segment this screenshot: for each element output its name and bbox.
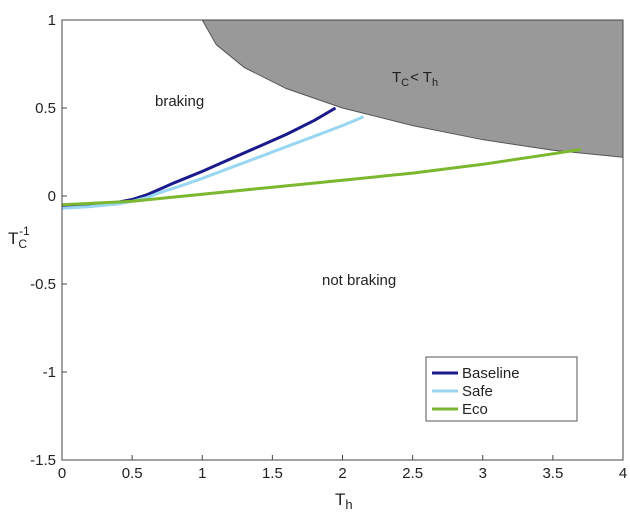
y-tick-label: -1 bbox=[43, 364, 56, 381]
series-line-eco bbox=[62, 147, 582, 207]
x-tick-label: 3.5 bbox=[542, 465, 563, 482]
legend-label-safe: Safe bbox=[462, 383, 493, 400]
y-tick-label: 1 bbox=[48, 12, 56, 29]
legend: Baseline Safe Eco bbox=[425, 356, 578, 422]
x-tick-label: 0 bbox=[58, 465, 66, 482]
x-tick-label: 2 bbox=[338, 465, 346, 482]
ticks-group: 0 0.5 1 1.5 2 2.5 3 3.5 4 -1.5 -1 -0.5 0 0.5 1 bbox=[30, 12, 627, 482]
series-group bbox=[62, 106, 582, 210]
legend-label-baseline: Baseline bbox=[462, 365, 520, 382]
x-tick-label: 0.5 bbox=[122, 465, 143, 482]
y-tick-label: -1.5 bbox=[30, 452, 56, 469]
x-tick-label: 1.5 bbox=[262, 465, 283, 482]
series-line-safe bbox=[62, 115, 365, 210]
x-tick-label: 3 bbox=[479, 465, 487, 482]
y-tick-label: -0.5 bbox=[30, 276, 56, 293]
x-tick-label: 1 bbox=[198, 465, 206, 482]
y-tick-label: 0.5 bbox=[35, 100, 56, 117]
legend-label-eco: Eco bbox=[462, 401, 488, 418]
annotation-braking: braking bbox=[155, 93, 204, 110]
y-tick-label: 0 bbox=[48, 188, 56, 205]
region-group bbox=[201, 20, 623, 158]
y-axis-label: TC-1 bbox=[8, 224, 30, 251]
annotation-not-braking: not braking bbox=[322, 272, 396, 289]
x-tick-label: 4 bbox=[619, 465, 627, 482]
region-label: TC< Th bbox=[392, 69, 438, 89]
x-tick-label: 2.5 bbox=[402, 465, 423, 482]
x-axis-label: Th bbox=[335, 490, 353, 512]
region-tc-less-th bbox=[201, 20, 623, 158]
